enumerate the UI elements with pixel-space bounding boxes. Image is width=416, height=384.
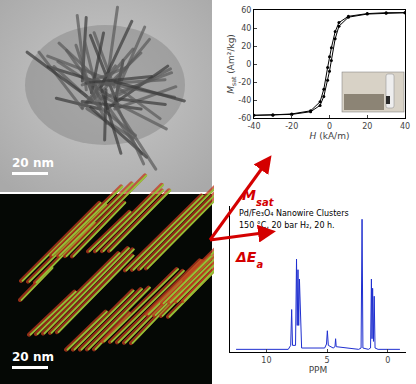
svg-text:-40: -40 xyxy=(247,122,260,131)
svg-text:20: 20 xyxy=(241,42,251,51)
svg-text:-20: -20 xyxy=(238,78,251,87)
svg-text:20: 20 xyxy=(362,122,372,131)
svg-text:10: 10 xyxy=(261,356,271,365)
svg-text:5: 5 xyxy=(325,356,330,365)
svg-text:20 nm: 20 nm xyxy=(12,156,54,170)
svg-text:0: 0 xyxy=(327,122,332,131)
svg-text:-40: -40 xyxy=(238,96,251,105)
svg-text:ΔEa: ΔEa xyxy=(235,249,263,270)
svg-text:60: 60 xyxy=(241,6,251,15)
svg-text:Pd/Fe₃O₄ Nanowire Clusters: Pd/Fe₃O₄ Nanowire Clusters xyxy=(239,209,349,218)
svg-text:Msat: Msat xyxy=(242,187,275,208)
svg-text:H (kA/m): H (kA/m) xyxy=(310,131,350,141)
svg-text:-20: -20 xyxy=(285,122,298,131)
svg-text:0: 0 xyxy=(246,60,251,69)
svg-text:PPM: PPM xyxy=(309,365,328,375)
svg-text:40: 40 xyxy=(400,122,410,131)
svg-text:40: 40 xyxy=(241,24,251,33)
svg-text:150 °C, 20 bar H₂, 20 h.: 150 °C, 20 bar H₂, 20 h. xyxy=(239,221,335,230)
svg-text:-60: -60 xyxy=(238,114,251,123)
svg-text:0: 0 xyxy=(385,356,390,365)
svg-text:M​sat​ (Am²/kg): M​sat​ (Am²/kg) xyxy=(226,34,237,94)
svg-text:20 nm: 20 nm xyxy=(12,350,54,364)
